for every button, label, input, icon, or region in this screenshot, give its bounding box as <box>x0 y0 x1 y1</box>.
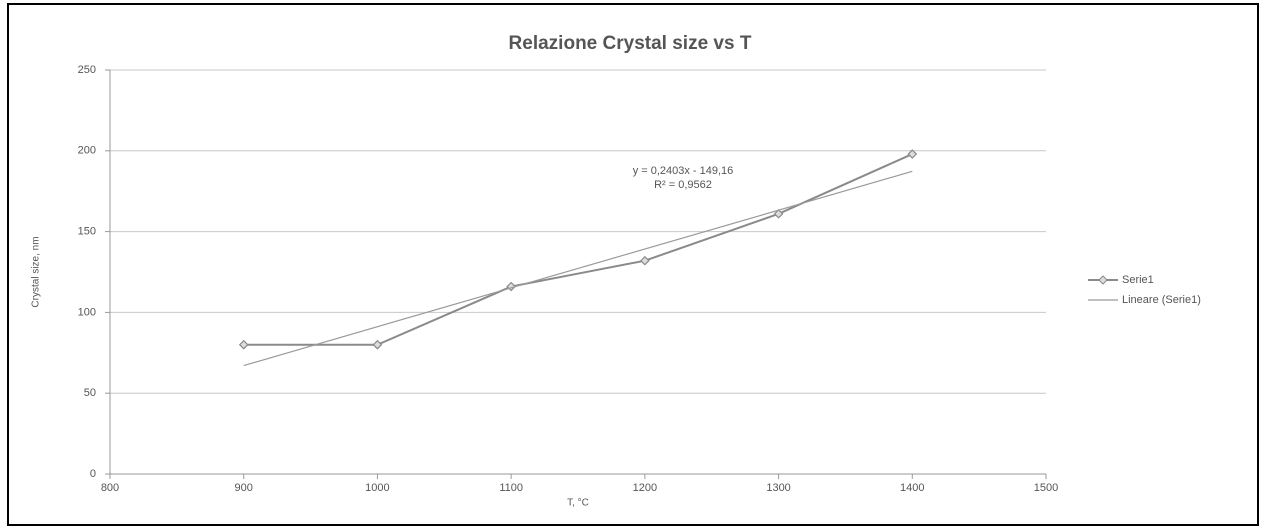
data-point <box>238 339 249 350</box>
x-tick-label: 1000 <box>365 482 389 494</box>
x-tick-label: 900 <box>235 482 253 494</box>
x-tick-label: 1300 <box>766 482 790 494</box>
y-tick-label: 250 <box>78 64 96 76</box>
y-tick-label: 150 <box>78 226 96 238</box>
data-point <box>907 149 918 159</box>
data-point <box>640 255 650 266</box>
legend-label: Serie1 <box>1122 274 1154 286</box>
trendline-r2: R² = 0,9562 <box>654 179 712 191</box>
chart-frame <box>7 3 1259 526</box>
x-tick-label: 1200 <box>633 482 657 494</box>
data-point <box>372 339 383 350</box>
x-tick-label: 1500 <box>1034 482 1058 494</box>
y-axis-label: Crystal size, nm <box>31 236 42 307</box>
legend-label: Lineare (Serie1) <box>1122 294 1201 306</box>
y-tick-label: 200 <box>78 145 96 157</box>
trendline-equation: y = 0,2403x - 149,16 <box>633 165 734 177</box>
chart-title: Relazione Crystal size vs T <box>509 33 752 54</box>
y-tick-label: 50 <box>84 387 96 399</box>
trend-line <box>243 170 913 367</box>
x-tick-label: 800 <box>101 482 119 494</box>
x-tick-label: 1400 <box>900 482 924 494</box>
data-point <box>773 208 784 219</box>
x-tick-label: 1100 <box>499 482 523 494</box>
legend-marker <box>1098 275 1108 285</box>
x-axis-label: T, °C <box>567 498 589 509</box>
y-tick-label: 0 <box>90 468 96 480</box>
y-tick-label: 100 <box>78 306 96 318</box>
